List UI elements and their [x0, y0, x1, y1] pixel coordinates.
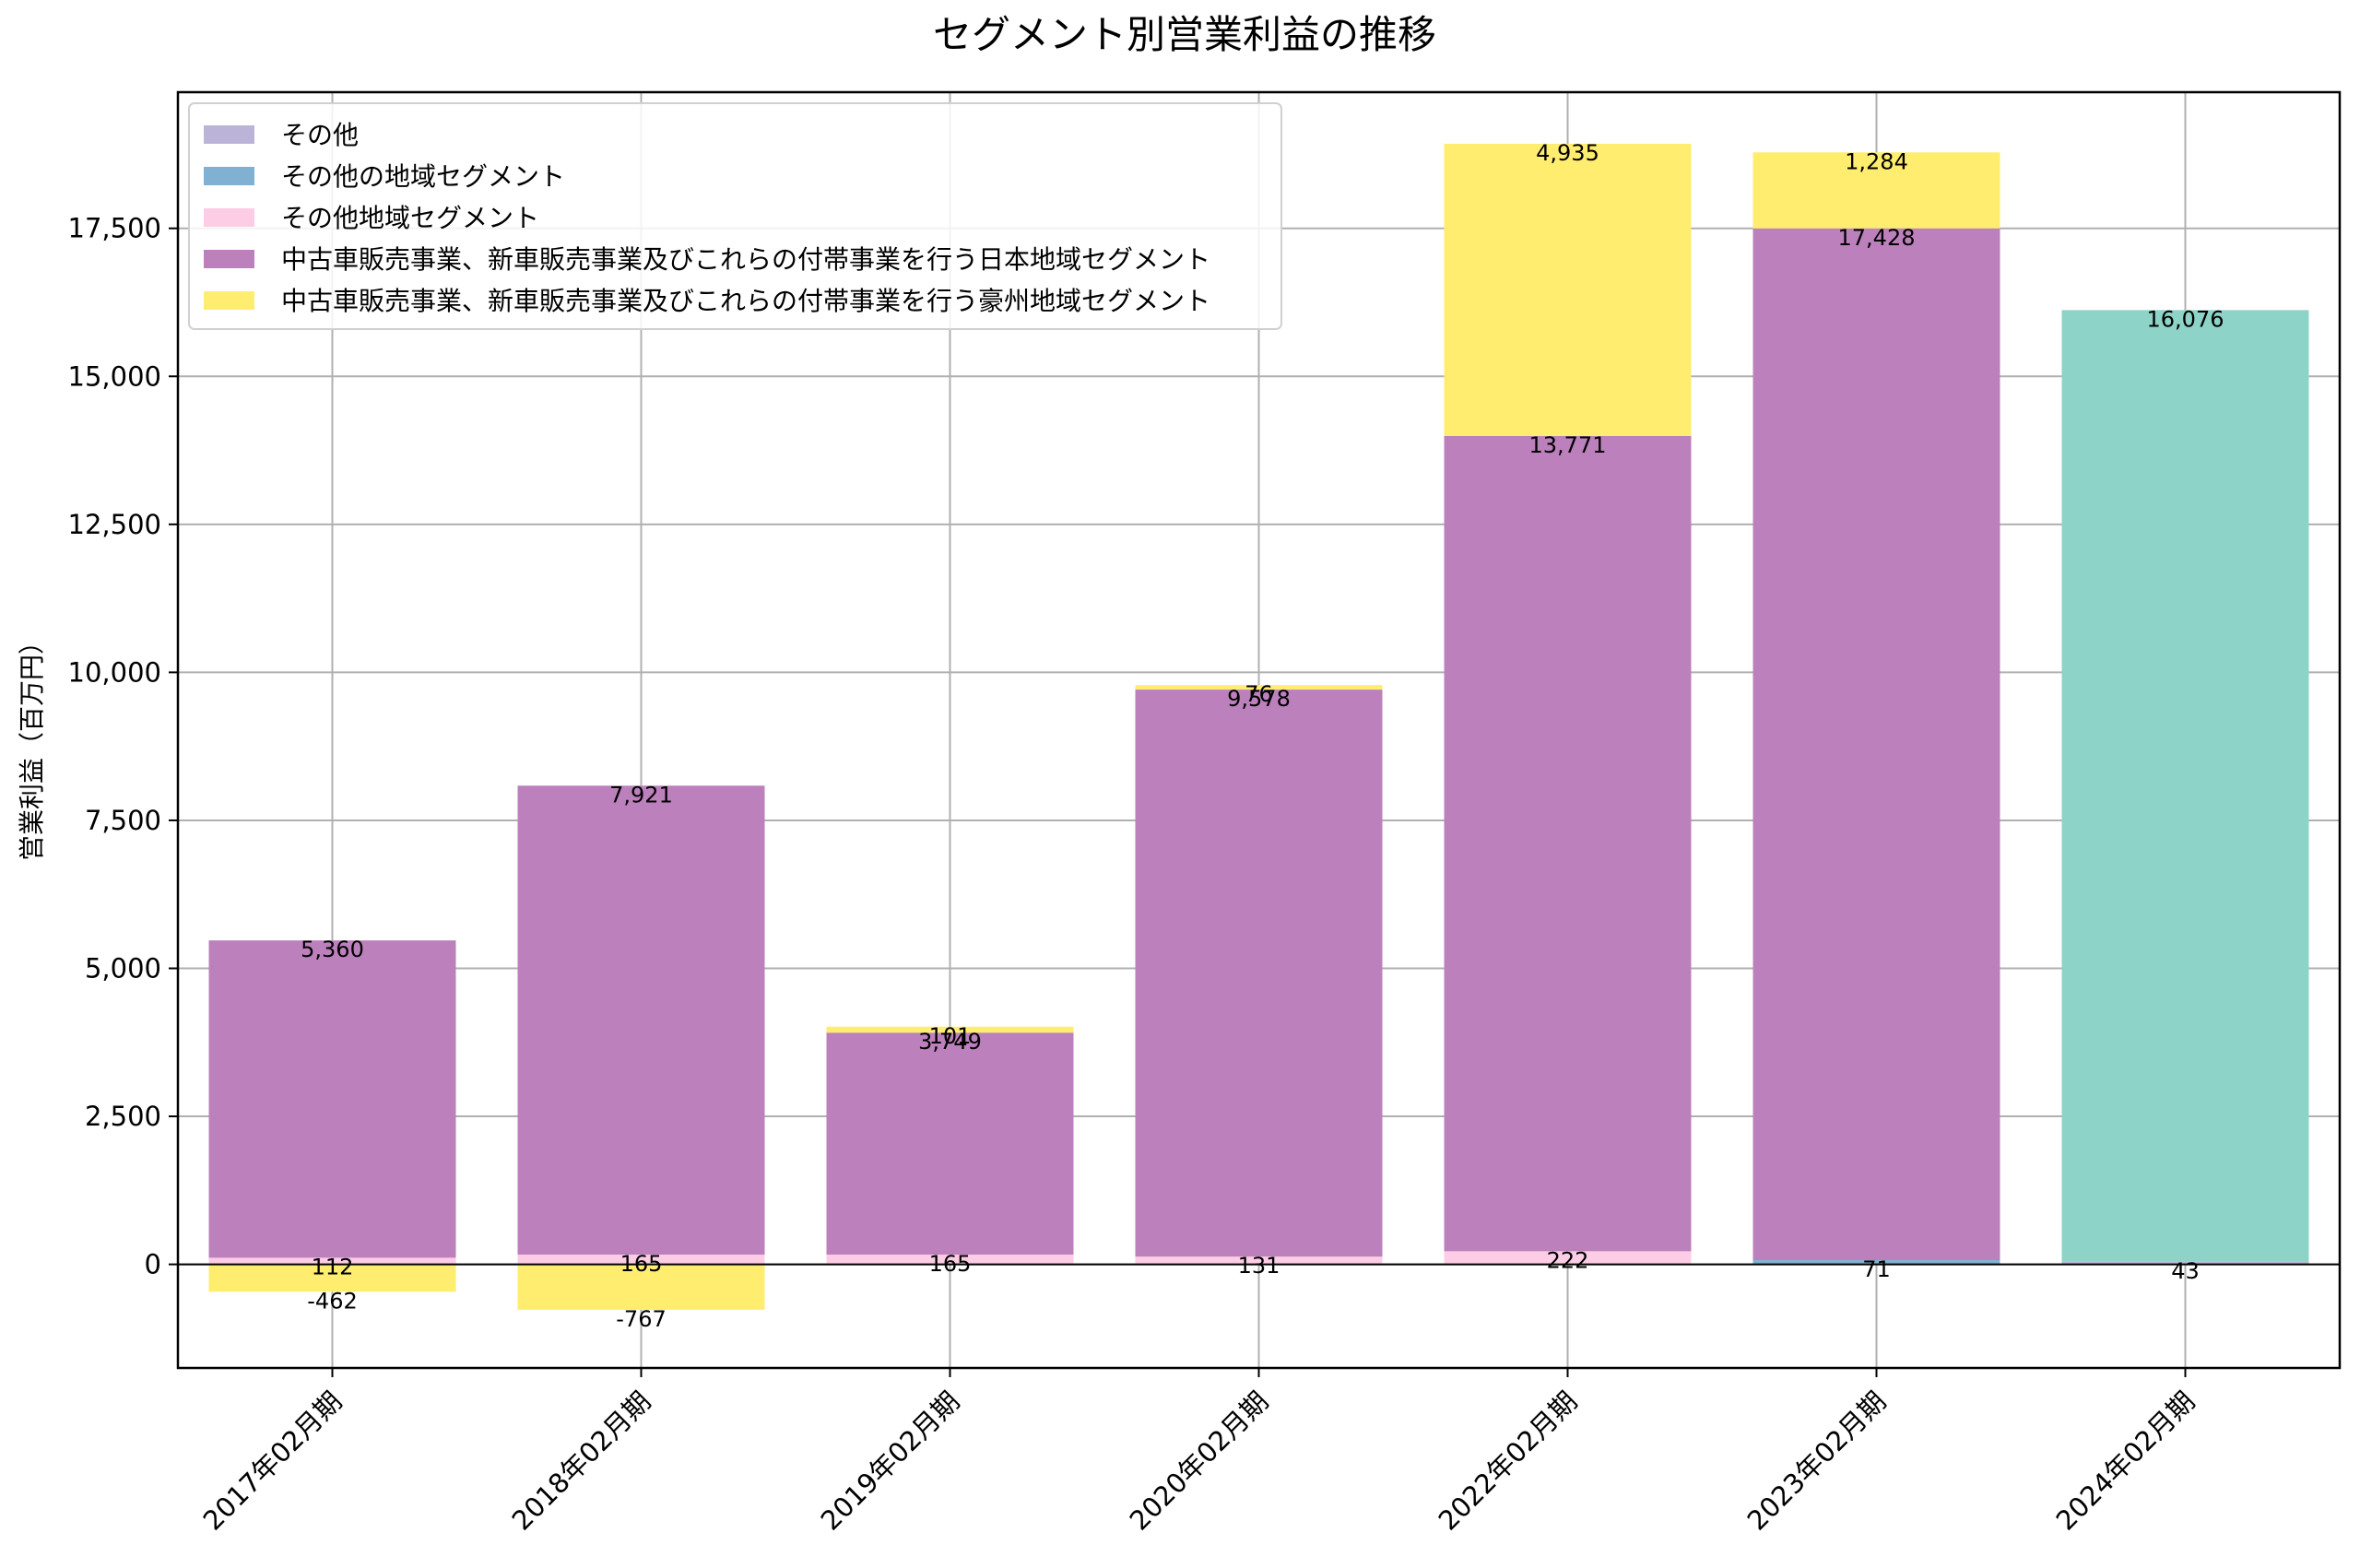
bar-s2-c3 — [1135, 1256, 1383, 1265]
legend-label-2: その他地域セグメント — [281, 203, 539, 233]
x-tick-label-4: 2022年02月期 — [1433, 1385, 1584, 1537]
data-label-s2-c4: 222 — [1547, 1247, 1589, 1273]
bar-s3-c4 — [1444, 435, 1692, 1252]
legend-swatch-1 — [204, 167, 254, 185]
y-tick-label-6: 15,000 — [68, 360, 161, 392]
data-label-s4-c5: 1,284 — [1845, 148, 1908, 174]
data-label-s5-c6: 16,076 — [2147, 306, 2224, 332]
legend-frame — [188, 102, 1282, 330]
x-tick-label-1: 2018年02月期 — [506, 1385, 657, 1537]
data-label-s3-c1: 7,921 — [609, 782, 673, 808]
x-tick-label-6: 2024年02月期 — [2050, 1385, 2201, 1537]
legend: その他その他の地域セグメントその他地域セグメント中古車販売事業、新車販売事業及び… — [188, 102, 1282, 330]
legend-label-1: その他の地域セグメント — [281, 161, 565, 192]
legend-swatch-2 — [204, 208, 254, 227]
legend-label-0: その他 — [281, 120, 359, 150]
data-label-s4-c3: 76 — [1245, 681, 1273, 707]
y-tick-label-3: 7,500 — [85, 805, 161, 836]
legend-label-4: 中古車販売事業、新車販売事業及びこれらの付帯事業を行う豪州地域セグメント — [281, 286, 1210, 316]
bar-s4-c0 — [208, 1264, 456, 1292]
y-axis-label: 営業利益（百万円） — [17, 629, 47, 861]
legend-swatch-3 — [204, 250, 254, 268]
data-label-s3-c3: 9,578 — [1227, 686, 1291, 712]
data-label-s3-c4: 13,771 — [1529, 432, 1607, 458]
bar-s3-c5 — [1752, 228, 2000, 1261]
data-label-s3-c0: 5,360 — [301, 937, 364, 962]
bar-s4-c5 — [1752, 152, 2000, 229]
data-label-s4-c0: -462 — [307, 1288, 357, 1314]
x-tick-label-0: 2017年02月期 — [197, 1385, 348, 1537]
bar-s3-c2 — [826, 1032, 1074, 1256]
bar-s4-c1 — [517, 1264, 765, 1310]
bar-s2-c4 — [1444, 1251, 1692, 1265]
bar-s2-c0 — [208, 1257, 456, 1265]
data-label-s1-c5: 71 — [1862, 1256, 1891, 1282]
data-label-s0-c6: 43 — [2171, 1258, 2200, 1284]
y-tick-label-4: 10,000 — [68, 656, 161, 688]
bar-s2-c2 — [826, 1255, 1074, 1265]
x-tick-label-3: 2020年02月期 — [1124, 1385, 1275, 1537]
data-label-s2-c0: 112 — [312, 1254, 354, 1279]
y-tick-label-0: 0 — [145, 1249, 161, 1280]
y-tick-label-1: 2,500 — [85, 1101, 161, 1132]
x-tick-label-5: 2023年02月期 — [1741, 1385, 1893, 1537]
data-label-s2-c2: 165 — [929, 1251, 972, 1277]
bar-s0-c6 — [2061, 1261, 2309, 1265]
bar-s5-c6 — [2061, 310, 2309, 1262]
data-label-s2-c3: 131 — [1238, 1253, 1280, 1279]
bar-s3-c3 — [1135, 690, 1383, 1257]
x-tick-label-2: 2019年02月期 — [815, 1385, 966, 1537]
y-tick-label-7: 17,500 — [68, 213, 161, 244]
data-labels: 43 71 112 165 165 131 222 5,360 7,921 3,749 9,578 1… — [301, 140, 2224, 1332]
legend-swatch-0 — [204, 125, 254, 144]
bar-s2-c1 — [517, 1255, 765, 1265]
data-label-s2-c1: 165 — [620, 1251, 663, 1277]
y-tick-label-5: 12,500 — [68, 509, 161, 540]
bars — [208, 144, 2309, 1310]
legend-label-3: 中古車販売事業、新車販売事業及びこれらの付帯事業を行う日本地域セグメント — [281, 244, 1210, 275]
bar-s4-c2 — [826, 1026, 1074, 1033]
bar-s1-c5 — [1752, 1260, 2000, 1265]
data-label-s4-c4: 4,935 — [1536, 140, 1599, 166]
legend-swatch-4 — [204, 291, 254, 310]
chart-title: セグメント別営業利益の推移 — [933, 12, 1436, 57]
data-label-s3-c2: 3,749 — [918, 1029, 982, 1055]
bar-s4-c4 — [1444, 144, 1692, 436]
bar-s3-c0 — [208, 940, 456, 1258]
data-label-s4-c2: 101 — [929, 1023, 972, 1049]
bar-s4-c3 — [1135, 685, 1383, 690]
bar-s3-c1 — [517, 785, 765, 1256]
y-tick-label-2: 5,000 — [85, 952, 161, 984]
data-label-s3-c5: 17,428 — [1838, 225, 1916, 251]
data-label-s4-c1: -767 — [616, 1306, 666, 1332]
